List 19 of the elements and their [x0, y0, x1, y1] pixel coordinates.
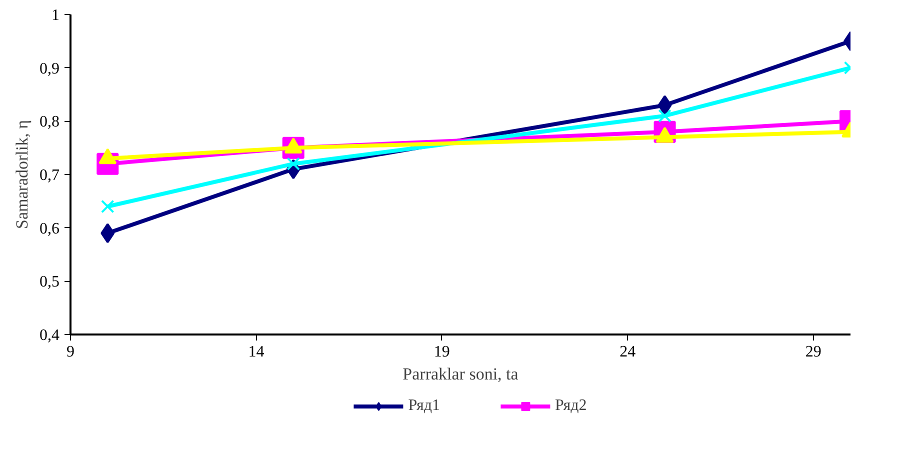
x-tick-label: 9	[66, 344, 74, 360]
y-tick-label: 0,6	[40, 220, 60, 238]
legend-label: Ряд1	[408, 397, 440, 415]
y-axis-title: Samaradorlik, η	[12, 120, 32, 229]
y-tick-label: 0,8	[40, 114, 60, 131]
x-tick-label: 24	[620, 344, 636, 360]
point	[100, 200, 114, 214]
y-tick-label: 0,4	[40, 327, 60, 344]
y-tick-label: 0,7	[40, 167, 60, 184]
point	[286, 157, 300, 170]
y-tick-label: 0,9	[40, 60, 60, 78]
x-tick-label: 19	[434, 344, 450, 360]
legend-label: Ряд2	[555, 397, 587, 415]
x-axis-title: Parraklar soni, ta	[402, 364, 519, 384]
y-tick-label: 0,5	[40, 274, 60, 291]
y-tick-label: 1	[52, 7, 60, 24]
x-tick-label: 29	[805, 344, 822, 360]
x-tick-label: 14	[248, 344, 264, 360]
point	[100, 223, 115, 244]
